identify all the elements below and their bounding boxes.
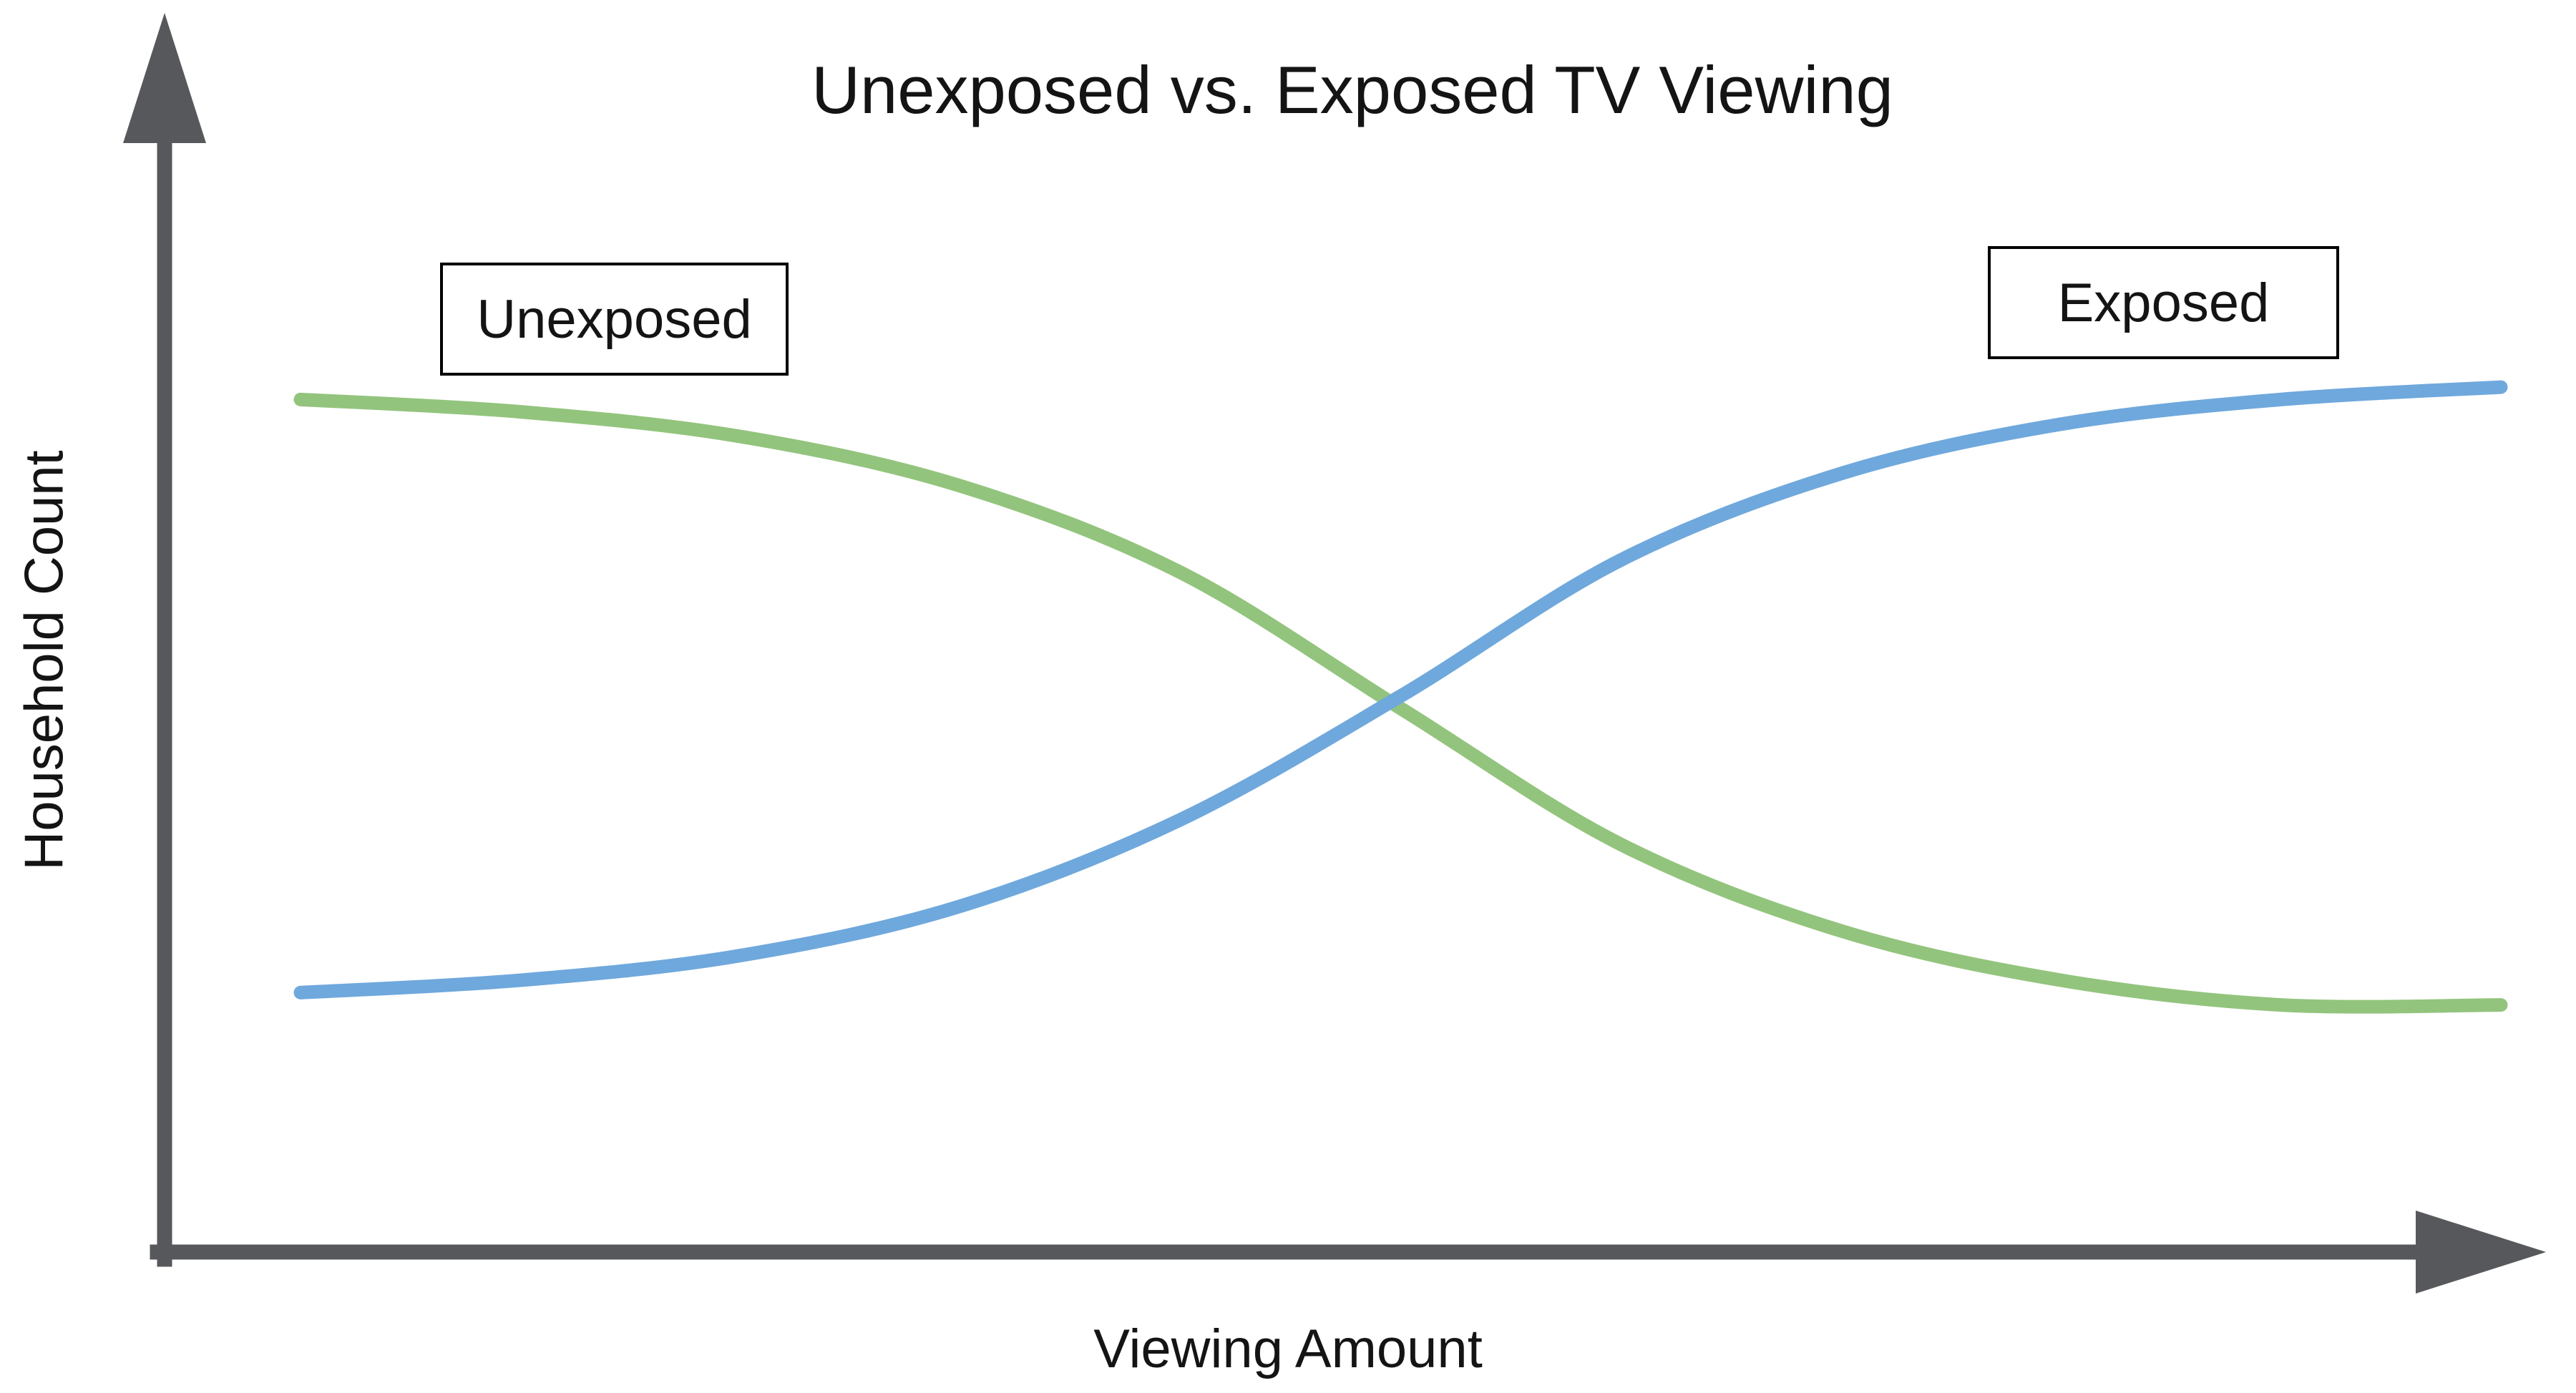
- exposed-annotation-box: Exposed: [1988, 246, 2339, 359]
- unexposed-annotation-label: Unexposed: [477, 288, 752, 350]
- chart-title: Unexposed vs. Exposed TV Viewing: [811, 52, 1893, 127]
- unexposed-annotation-box: Unexposed: [440, 263, 789, 376]
- y-axis-arrowhead-icon: [123, 13, 206, 143]
- x-axis-label: Viewing Amount: [1093, 1319, 1483, 1379]
- x-axis-arrowhead-icon: [2416, 1211, 2546, 1294]
- exposed-annotation-label: Exposed: [2057, 272, 2270, 333]
- exposed-curve: [293, 380, 2508, 999]
- unexposed-curve: [293, 392, 2508, 1014]
